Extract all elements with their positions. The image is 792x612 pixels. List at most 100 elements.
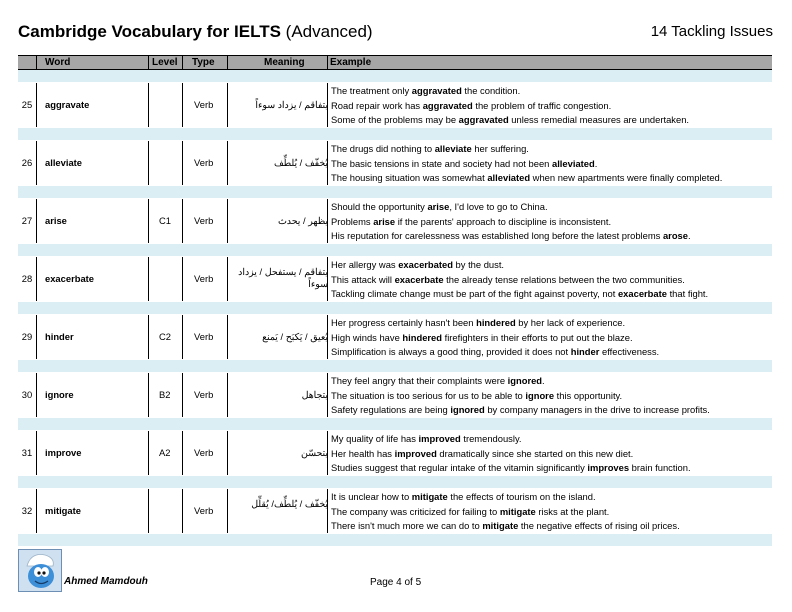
sentence-text: the negative effects of rising oil price…: [518, 520, 680, 531]
example-sentence: Safety regulations are being ignored by …: [331, 403, 710, 418]
highlighted-word: hindered: [476, 317, 516, 328]
column-divider: [182, 199, 183, 243]
example-sentence: Her allergy was exacerbated by the dust.: [331, 258, 708, 273]
document-title: Cambridge Vocabulary for IELTS (Advanced…: [18, 22, 373, 42]
column-header-type: Type: [192, 57, 215, 68]
sentence-text: .: [542, 375, 545, 386]
example-sentence: They feel angry that their complaints we…: [331, 374, 710, 389]
column-divider: [182, 83, 183, 127]
sentence-text: Her allergy was: [331, 259, 399, 270]
row-number: 32: [21, 505, 33, 516]
column-divider: [227, 431, 228, 475]
examples-cell: They feel angry that their complaints we…: [331, 374, 710, 418]
sentence-text: the problem of traffic congestion.: [472, 99, 612, 111]
sentence-text: the already tense relations between the …: [443, 273, 685, 285]
example-sentence: Studies suggest that regular intake of t…: [331, 461, 691, 476]
word-cell: alleviate: [45, 157, 83, 168]
column-divider: [182, 315, 183, 359]
meaning-cell: يتفاقم / يزداد سوءاً: [255, 99, 328, 110]
author-name: Ahmed Mamdouh: [64, 576, 148, 587]
sentence-text: They feel angry that their complaints we…: [331, 375, 508, 386]
row-number: 28: [21, 273, 33, 284]
example-sentence: The company was criticized for failing t…: [331, 505, 680, 520]
highlighted-word: alleviate: [434, 143, 472, 154]
header-divider: [227, 56, 228, 69]
word-cell: hinder: [45, 331, 74, 342]
sentence-text: by her lack of experience.: [515, 317, 626, 328]
row-number: 27: [21, 215, 33, 226]
example-sentence: The situation is too serious for us to b…: [331, 389, 710, 404]
meaning-cell: يتفاقم / يستفحل / يزداد سوءاً: [238, 266, 328, 289]
row-spacer: [18, 418, 772, 430]
sentence-text: High winds have: [331, 331, 403, 343]
sentence-text: by the dust.: [452, 259, 505, 270]
chapter-title: 14 Tackling Issues: [650, 23, 773, 40]
column-divider: [36, 199, 37, 243]
row-number: 31: [21, 447, 33, 458]
column-divider: [36, 489, 37, 533]
meaning-cell: يتحسّن: [301, 447, 328, 458]
meaning-cell: يتجاهل: [301, 389, 328, 400]
sentence-text: This attack will: [331, 273, 395, 285]
row-spacer: [18, 128, 772, 140]
column-divider: [36, 141, 37, 185]
highlighted-word: improves: [587, 462, 630, 473]
examples-cell: Her allergy was exacerbated by the dust.…: [331, 258, 708, 302]
sentence-text: It is unclear how to: [331, 491, 412, 502]
sentence-text: The company was criticized for failing t…: [331, 505, 500, 517]
highlighted-word: alleviated: [487, 172, 531, 183]
example-sentence: Her progress certainly hasn't been hinde…: [331, 316, 659, 331]
column-divider: [227, 199, 228, 243]
example-sentence: There isn't much more we can do to mitig…: [331, 519, 680, 534]
sentence-text: firefighters in their efforts to put out…: [442, 331, 633, 343]
sentence-text: The treatment only: [331, 85, 412, 96]
column-divider: [182, 489, 183, 533]
highlighted-word: exacerbate: [394, 273, 444, 285]
smurf-avatar-icon: [18, 549, 62, 592]
row-spacer: [18, 244, 772, 256]
examples-cell: The drugs did nothing to alleviate her s…: [331, 142, 722, 186]
sentence-text: if the parents' approach to discipline i…: [395, 215, 612, 227]
sentence-text: The housing situation was somewhat: [331, 172, 488, 183]
example-sentence: Some of the problems may be aggravated u…: [331, 113, 689, 128]
column-divider: [36, 315, 37, 359]
title-suffix: (Advanced): [285, 22, 373, 41]
column-divider: [36, 83, 37, 127]
examples-cell: Her progress certainly hasn't been hinde…: [331, 316, 659, 360]
type-cell: Verb: [194, 215, 214, 226]
type-cell: Verb: [194, 331, 214, 342]
column-header-word: Word: [45, 57, 71, 68]
column-divider: [327, 489, 328, 533]
header-divider: [36, 56, 37, 69]
examples-cell: Should the opportunity arise, I'd love t…: [331, 200, 691, 244]
highlighted-word: ignored: [450, 404, 485, 415]
column-divider: [182, 373, 183, 417]
word-cell: aggravate: [45, 99, 90, 110]
sentence-text: this opportunity.: [554, 389, 623, 401]
word-cell: mitigate: [45, 505, 81, 516]
table-row: 26 alleviate Verb يُخفّف / يُلطِّف The drugs…: [18, 140, 772, 186]
sentence-text: brain function.: [629, 462, 691, 473]
example-sentence: Should the opportunity arise, I'd love t…: [331, 200, 691, 215]
column-divider: [148, 315, 149, 359]
column-divider: [148, 373, 149, 417]
sentence-text: , I'd love to go to China.: [449, 201, 548, 212]
highlighted-word: hinder: [570, 346, 600, 357]
highlighted-word: mitigate: [499, 505, 536, 517]
highlighted-word: improved: [418, 433, 461, 444]
table-row: 25 aggravate Verb يتفاقم / يزداد سوءاً The t…: [18, 82, 772, 128]
example-sentence: The drugs did nothing to alleviate her s…: [331, 142, 722, 157]
column-divider: [227, 489, 228, 533]
row-spacer: [18, 360, 772, 372]
column-divider: [148, 83, 149, 127]
type-cell: Verb: [194, 157, 214, 168]
example-sentence: My quality of life has improved tremendo…: [331, 432, 691, 447]
sentence-text: the condition.: [461, 85, 521, 96]
sentence-text: Problems: [331, 215, 374, 227]
example-sentence: This attack will exacerbate the already …: [331, 273, 708, 288]
example-sentence: His reputation for carelessness was esta…: [331, 229, 691, 244]
highlighted-word: mitigate: [482, 520, 519, 531]
sentence-text: the effects of tourism on the island.: [447, 491, 596, 502]
column-divider: [182, 257, 183, 301]
row-spacer: [18, 302, 772, 314]
